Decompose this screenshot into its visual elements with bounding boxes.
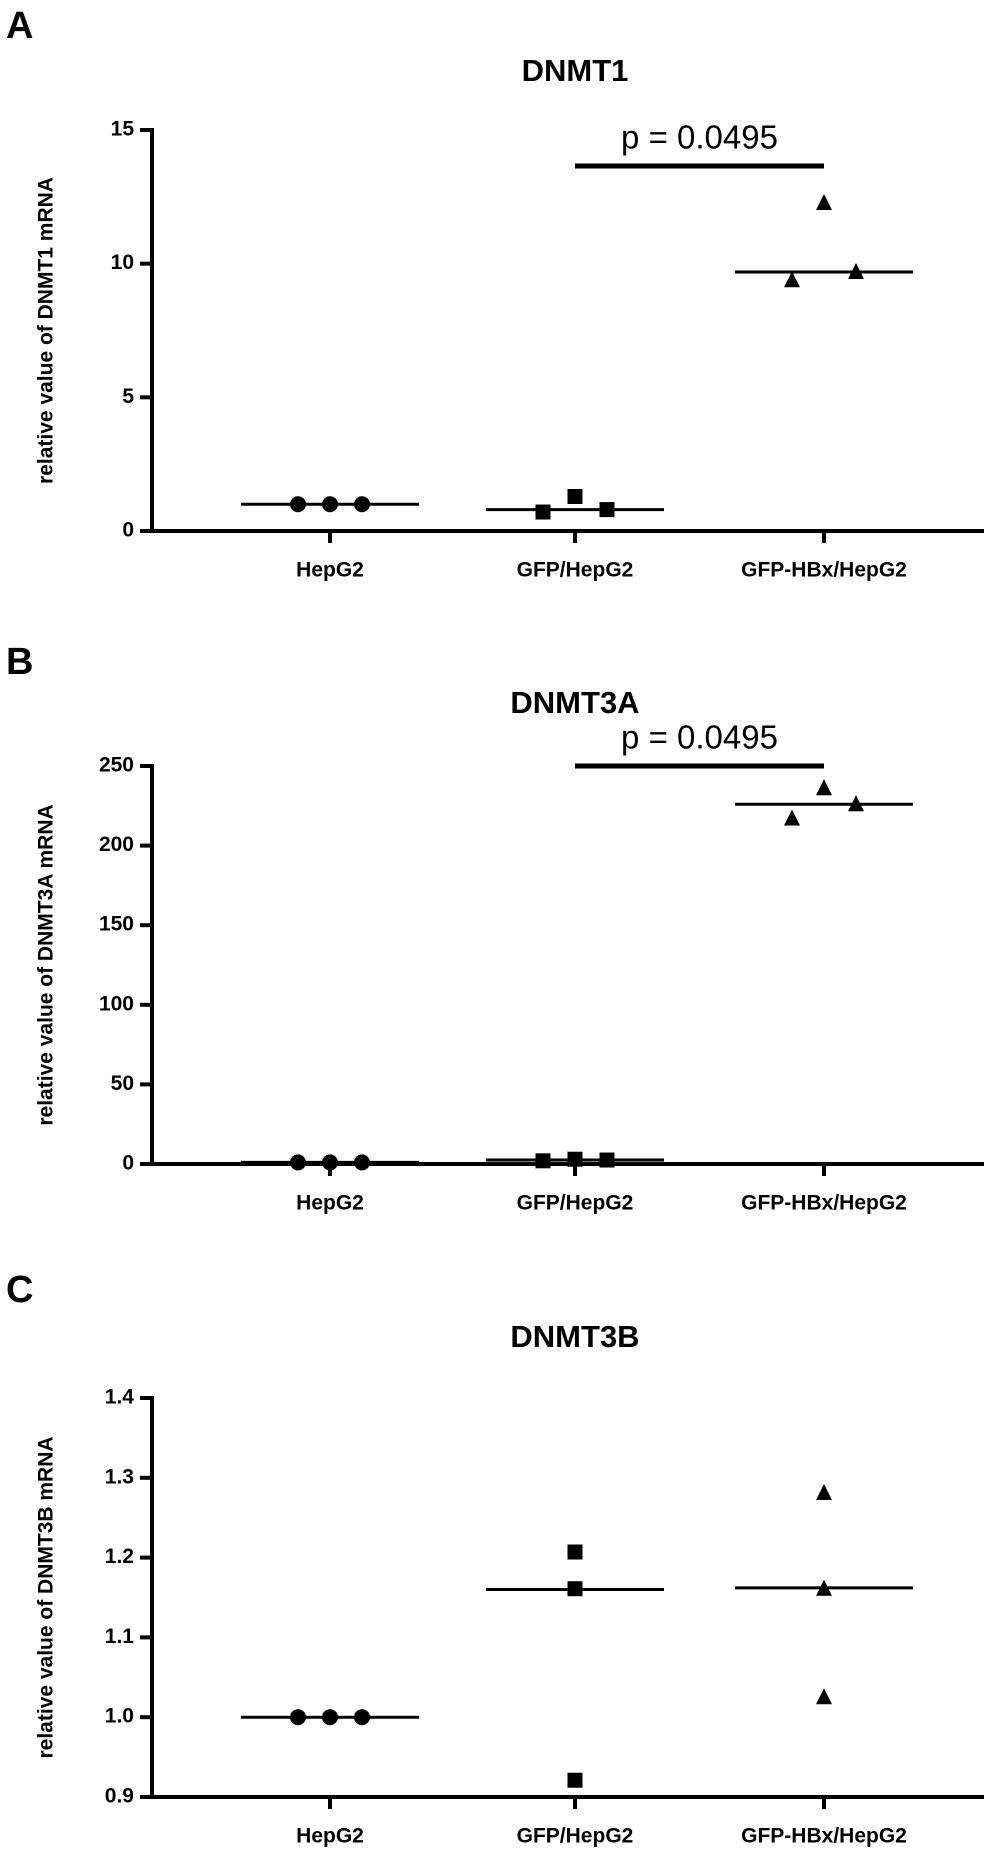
panel-letter: B — [6, 641, 33, 683]
chart-title: DNMT1 — [522, 53, 629, 88]
panel-letter: C — [6, 1269, 33, 1311]
x-tick-label: GFP-HBx/HepG2 — [741, 559, 907, 582]
data-point — [567, 1581, 583, 1597]
data-point — [290, 1709, 306, 1726]
data-point — [816, 193, 832, 210]
y-tick-label: 0 — [122, 519, 134, 542]
y-tick-label: 15 — [111, 118, 135, 141]
y-axis-label: relative value of DNMT1 mRNA — [35, 177, 58, 484]
x-tick-label: HepG2 — [296, 559, 364, 582]
data-point — [290, 496, 306, 513]
x-tick-label: GFP/HepG2 — [517, 559, 634, 582]
x-tick-label: GFP/HepG2 — [517, 1825, 634, 1848]
data-point — [535, 1153, 551, 1169]
panel-letter: A — [6, 5, 33, 47]
y-axis-label: relative value of DNMT3A mRNA — [35, 804, 58, 1125]
y-tick-label: 0 — [122, 1152, 134, 1175]
x-tick-label: GFP-HBx/HepG2 — [741, 1192, 907, 1215]
y-tick-label: 150 — [99, 913, 134, 936]
data-point — [816, 1483, 832, 1500]
data-point — [322, 1709, 338, 1726]
y-tick-label: 0.9 — [105, 1785, 134, 1808]
y-axis-label: relative value of DNMT3B mRNA — [35, 1436, 58, 1758]
data-point — [816, 1688, 832, 1705]
data-point — [567, 489, 583, 505]
y-tick-label: 50 — [111, 1072, 134, 1095]
y-tick-label: 1.3 — [105, 1465, 134, 1488]
data-point — [354, 1154, 370, 1171]
data-point — [567, 1544, 583, 1560]
y-tick-label: 5 — [122, 385, 134, 408]
x-tick-label: GFP/HepG2 — [517, 1192, 634, 1215]
data-point — [354, 1709, 370, 1726]
y-tick-label: 100 — [99, 992, 134, 1015]
chart-title: DNMT3A — [510, 685, 639, 720]
data-point — [848, 262, 864, 279]
y-tick-label: 1.1 — [105, 1625, 135, 1648]
data-point — [784, 271, 800, 288]
p-value: p = 0.0495 — [621, 119, 778, 156]
data-point — [354, 496, 370, 513]
y-tick-label: 250 — [99, 754, 134, 777]
y-tick-label: 10 — [111, 251, 134, 274]
p-value: p = 0.0495 — [621, 719, 778, 756]
data-point — [848, 795, 864, 812]
data-point — [599, 502, 615, 518]
data-point — [322, 1154, 338, 1171]
data-point — [599, 1152, 615, 1168]
data-point — [784, 809, 800, 826]
chart-title: DNMT3B — [510, 1319, 639, 1354]
y-tick-label: 1.0 — [105, 1705, 134, 1728]
y-tick-label: 1.2 — [105, 1545, 134, 1568]
data-point — [535, 504, 551, 520]
data-point — [290, 1154, 306, 1171]
data-point — [567, 1772, 583, 1788]
data-point — [322, 496, 338, 513]
x-tick-label: HepG2 — [296, 1825, 364, 1848]
data-point — [816, 1579, 832, 1596]
data-point — [567, 1151, 583, 1167]
data-point — [816, 779, 832, 796]
x-tick-label: GFP-HBx/HepG2 — [741, 1825, 907, 1848]
y-tick-label: 1.4 — [105, 1386, 135, 1409]
y-tick-label: 200 — [99, 833, 134, 856]
x-tick-label: HepG2 — [296, 1192, 364, 1215]
